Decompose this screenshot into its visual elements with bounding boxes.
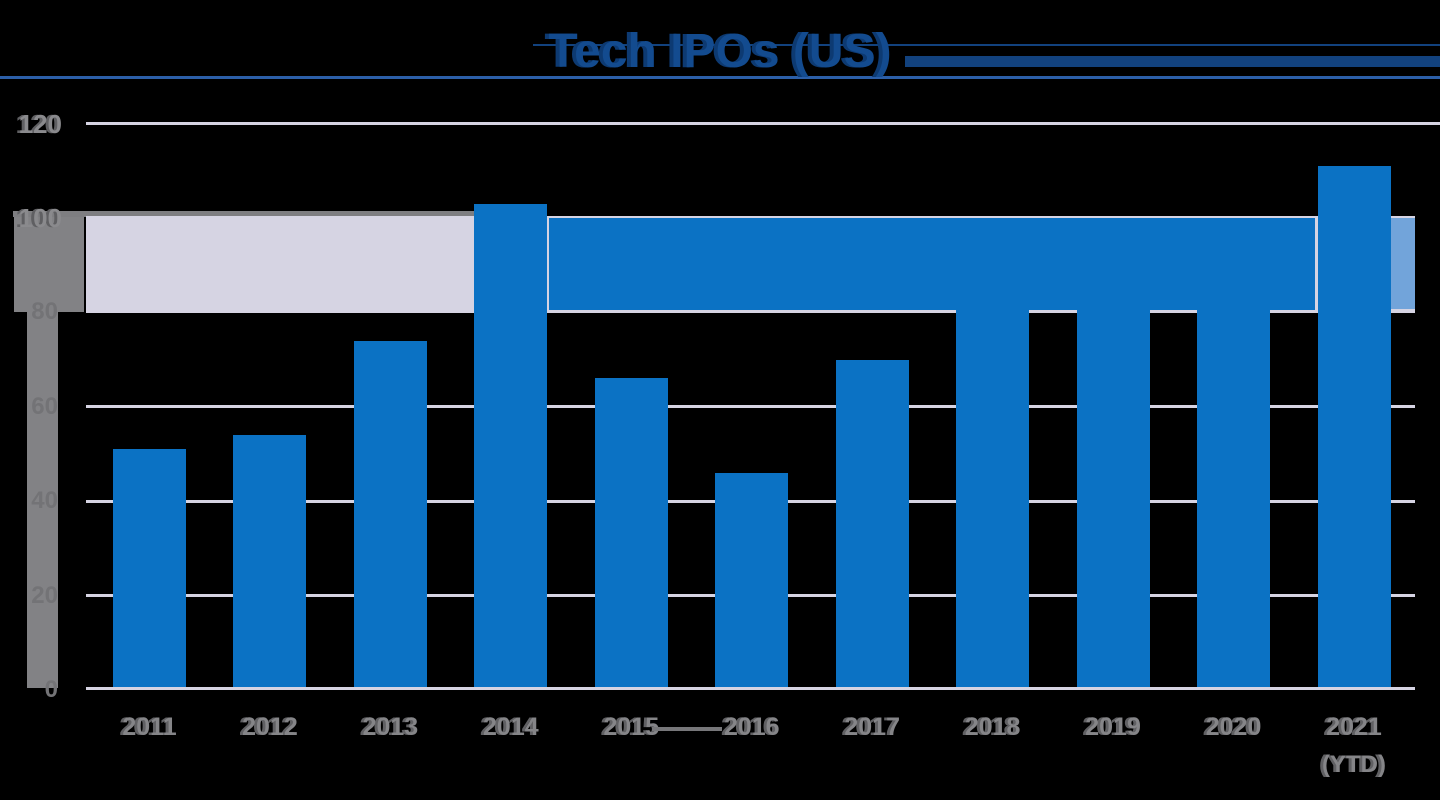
y-label-ghost-80: 80 <box>31 298 58 326</box>
bar-2011 <box>113 449 186 690</box>
x-label-2014: 2014 <box>483 713 539 741</box>
y-label-120: 120 <box>18 108 62 139</box>
bar-2013 <box>353 340 427 690</box>
title-rule-thin <box>533 44 1440 46</box>
x-label-2015: 2015 <box>603 713 660 741</box>
overlay-strip-blue <box>549 218 1316 310</box>
bar-2019 <box>1076 265 1150 690</box>
y-label-ghost-40: 40 <box>31 487 58 515</box>
x-label-sub-2021: (YTD) <box>1322 751 1386 778</box>
chart-title: Tech IPOs (US) <box>548 25 892 78</box>
x-label-2011: 2011 <box>122 713 177 741</box>
title-rule-thick <box>905 56 1440 67</box>
gray-occluder-bar <box>27 217 58 688</box>
bar-2015 <box>594 378 668 690</box>
gridline-100-gray <box>13 211 474 217</box>
overlay-strip-light-blue <box>1390 218 1415 309</box>
xlabel-glitch-line <box>652 727 722 731</box>
bar-2020 <box>1197 274 1271 690</box>
title-rule-full <box>0 76 1440 79</box>
x-label-2013: 2013 <box>362 713 419 741</box>
bar-2018 <box>956 293 1030 690</box>
gridline-60 <box>86 405 1415 409</box>
x-label-2012: 2012 <box>242 713 298 741</box>
bar-2016 <box>715 472 789 690</box>
x-label-2018: 2018 <box>964 713 1021 741</box>
x-label-2021: 2021 <box>1326 713 1382 741</box>
y-label-ghost-60: 60 <box>31 392 58 420</box>
bar-2014 <box>474 203 548 690</box>
y-label-100: 100 <box>18 203 62 233</box>
y-label-ghost-20: 20 <box>31 581 58 609</box>
x-label-2017: 2017 <box>844 713 900 741</box>
x-label-2016: 2016 <box>723 713 780 741</box>
gridline-0-baseline <box>86 687 1415 690</box>
y-label-ghost-0: 0 <box>44 676 58 703</box>
bar-2017 <box>835 359 909 690</box>
x-label-2019: 2019 <box>1085 713 1141 741</box>
gridline-120 <box>86 122 1440 126</box>
x-label-2020: 2020 <box>1205 713 1262 741</box>
bar-2012 <box>233 435 307 690</box>
bar-2021 <box>1317 166 1391 690</box>
